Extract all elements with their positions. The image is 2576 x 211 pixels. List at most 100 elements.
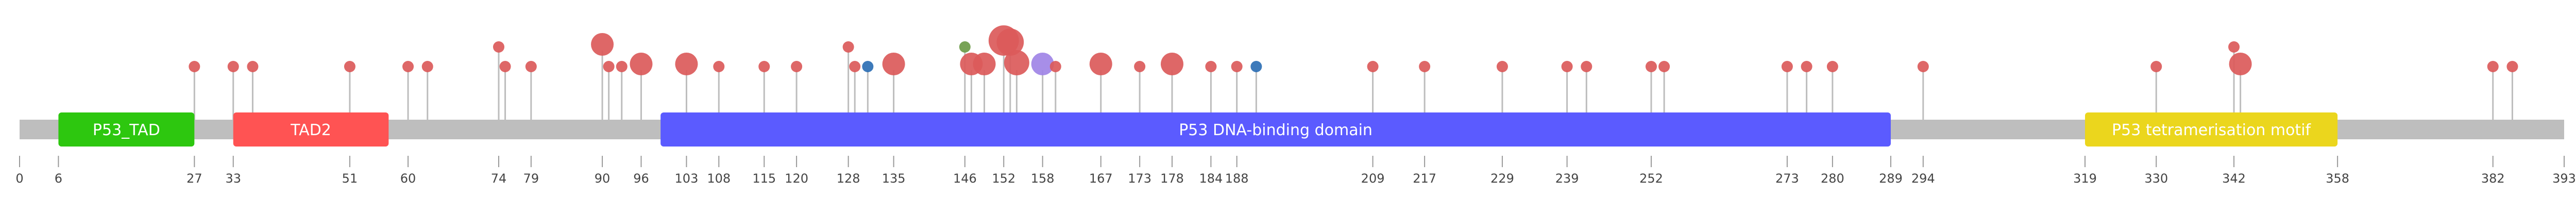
mutation-marker-239[interactable] bbox=[1561, 61, 1573, 72]
mutation-marker-91[interactable] bbox=[603, 61, 615, 72]
tick-label: 330 bbox=[2144, 171, 2168, 186]
tick-label: 342 bbox=[2222, 171, 2246, 186]
position-axis: 0 6 27 33 51 60 74 79 90 96 103 108 115 120 128 135 146 1… bbox=[15, 156, 2576, 186]
mutation-marker-129[interactable] bbox=[849, 61, 861, 72]
domain-box bbox=[2085, 112, 2338, 147]
mutation-marker-131[interactable] bbox=[862, 61, 874, 72]
tick-label: 239 bbox=[1555, 171, 1579, 186]
tick-label: 90 bbox=[595, 171, 611, 186]
mutation-marker-128[interactable] bbox=[842, 41, 854, 53]
tick-label: 280 bbox=[1821, 171, 1844, 186]
mutation-marker-280[interactable] bbox=[1826, 61, 1838, 72]
tick-label: 319 bbox=[2073, 171, 2097, 186]
domain-label: TAD2 bbox=[290, 121, 331, 139]
mutation-marker-191[interactable] bbox=[1250, 61, 1262, 72]
mutation-marker-79[interactable] bbox=[525, 61, 537, 72]
domain-box bbox=[233, 112, 389, 147]
mutation-marker-342[interactable] bbox=[2228, 41, 2240, 53]
mutation-marker-158[interactable] bbox=[1031, 53, 1054, 75]
tick-label: 115 bbox=[752, 171, 776, 186]
tick-label: 79 bbox=[523, 171, 539, 186]
mutation-marker-135[interactable] bbox=[882, 53, 905, 75]
tick-label: 33 bbox=[225, 171, 241, 186]
tick-label: 273 bbox=[1775, 171, 1799, 186]
tick-label: 393 bbox=[2552, 171, 2576, 186]
mutation-marker-146[interactable] bbox=[959, 41, 971, 53]
tick-label: 173 bbox=[1128, 171, 1151, 186]
tick-label: 158 bbox=[1031, 171, 1055, 186]
domain-1[interactable]: TAD2 bbox=[233, 112, 389, 147]
tick-label: 0 bbox=[15, 171, 23, 186]
mutation-marker-343[interactable] bbox=[2229, 53, 2252, 75]
mutation-marker-229[interactable] bbox=[1496, 61, 1508, 72]
mutation-marker-96[interactable] bbox=[630, 53, 653, 75]
mutation-marker-149[interactable] bbox=[973, 53, 996, 75]
tick-label: 152 bbox=[992, 171, 1015, 186]
domain-0[interactable]: P53_TAD bbox=[58, 112, 195, 147]
domain-label: P53 DNA-binding domain bbox=[1179, 121, 1372, 139]
tick-label: 128 bbox=[837, 171, 860, 186]
tick-label: 358 bbox=[2326, 171, 2349, 186]
mutation-marker-330[interactable] bbox=[2150, 61, 2162, 72]
mutation-marker-188[interactable] bbox=[1231, 61, 1243, 72]
tick-label: 217 bbox=[1413, 171, 1436, 186]
tick-label: 6 bbox=[55, 171, 62, 186]
tick-label: 51 bbox=[342, 171, 358, 186]
mutation-marker-209[interactable] bbox=[1367, 61, 1379, 72]
mutation-marker-27[interactable] bbox=[189, 61, 200, 72]
mutation-marker-51[interactable] bbox=[344, 61, 355, 72]
mutation-marker-178[interactable] bbox=[1161, 53, 1184, 75]
mutation-marker-63[interactable] bbox=[421, 61, 433, 72]
tick-label: 184 bbox=[1199, 171, 1223, 186]
mutation-marker-154[interactable] bbox=[1004, 50, 1029, 75]
tick-label: 382 bbox=[2481, 171, 2505, 186]
tick-label: 294 bbox=[1911, 171, 1935, 186]
mutation-stems bbox=[193, 51, 2513, 120]
mutation-marker-36[interactable] bbox=[247, 61, 259, 72]
mutation-marker-254[interactable] bbox=[1658, 61, 1670, 72]
mutation-marker-173[interactable] bbox=[1134, 61, 1146, 72]
mutation-marker-90[interactable] bbox=[591, 33, 614, 56]
mutation-marker-108[interactable] bbox=[713, 61, 725, 72]
domain-2[interactable]: P53 DNA-binding domain bbox=[660, 112, 1891, 147]
tick-label: 178 bbox=[1160, 171, 1184, 186]
tick-label: 135 bbox=[882, 171, 906, 186]
mutation-marker-115[interactable] bbox=[758, 61, 770, 72]
mutation-marker-74[interactable] bbox=[493, 41, 504, 53]
tick-label: 108 bbox=[707, 171, 731, 186]
mutation-marker-120[interactable] bbox=[791, 61, 803, 72]
mutation-marker-153[interactable] bbox=[996, 28, 1024, 56]
tick-label: 27 bbox=[187, 171, 202, 186]
tick-label: 188 bbox=[1225, 171, 1249, 186]
mutation-marker-382[interactable] bbox=[2487, 61, 2499, 72]
domain-3[interactable]: P53 tetramerisation motif bbox=[2085, 112, 2338, 147]
mutation-marker-93[interactable] bbox=[616, 61, 628, 72]
mutation-marker-217[interactable] bbox=[1419, 61, 1431, 72]
tick-label: 74 bbox=[491, 171, 507, 186]
tick-label: 209 bbox=[1361, 171, 1385, 186]
domain-label: P53 tetramerisation motif bbox=[2112, 121, 2312, 139]
domain-box bbox=[58, 112, 195, 147]
mutation-marker-184[interactable] bbox=[1205, 61, 1217, 72]
mutation-marker-242[interactable] bbox=[1581, 61, 1592, 72]
tick-label: 96 bbox=[633, 171, 649, 186]
mutation-marker-252[interactable] bbox=[1645, 61, 1657, 72]
mutation-marker-103[interactable] bbox=[675, 53, 698, 75]
tick-label: 252 bbox=[1639, 171, 1663, 186]
mutation-marker-276[interactable] bbox=[1801, 61, 1812, 72]
tick-label: 60 bbox=[400, 171, 416, 186]
tick-label: 289 bbox=[1879, 171, 1903, 186]
mutation-marker-273[interactable] bbox=[1781, 61, 1793, 72]
mutation-marker-60[interactable] bbox=[402, 61, 414, 72]
tick-label: 146 bbox=[953, 171, 977, 186]
mutation-marker-385[interactable] bbox=[2506, 61, 2518, 72]
domain-box bbox=[660, 112, 1891, 147]
mutation-marker-294[interactable] bbox=[1917, 61, 1929, 72]
tick-label: 120 bbox=[785, 171, 808, 186]
mutation-marker-33[interactable] bbox=[227, 61, 239, 72]
mutation-marker-160[interactable] bbox=[1049, 61, 1061, 72]
tick-label: 229 bbox=[1490, 171, 1514, 186]
mutation-marker-167[interactable] bbox=[1089, 53, 1112, 75]
mutation-marker-75[interactable] bbox=[499, 61, 511, 72]
